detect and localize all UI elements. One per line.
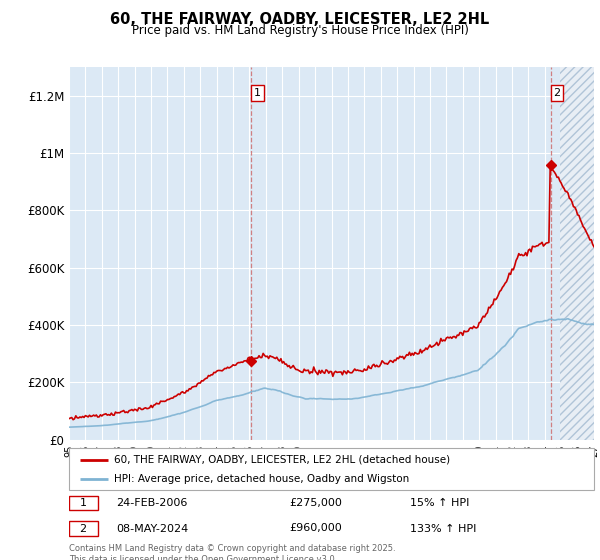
Text: £275,000: £275,000 bbox=[290, 498, 343, 508]
Text: 15% ↑ HPI: 15% ↑ HPI bbox=[410, 498, 470, 508]
Text: 133% ↑ HPI: 133% ↑ HPI bbox=[410, 524, 476, 534]
Bar bbox=[69, 521, 98, 535]
Text: HPI: Average price, detached house, Oadby and Wigston: HPI: Average price, detached house, Oadb… bbox=[113, 474, 409, 484]
Text: 24-FEB-2006: 24-FEB-2006 bbox=[116, 498, 188, 508]
Text: 1: 1 bbox=[80, 498, 86, 508]
Text: 08-MAY-2024: 08-MAY-2024 bbox=[116, 524, 188, 534]
Text: 2: 2 bbox=[80, 524, 87, 534]
Text: 60, THE FAIRWAY, OADBY, LEICESTER, LE2 2HL: 60, THE FAIRWAY, OADBY, LEICESTER, LE2 2… bbox=[110, 12, 490, 27]
Text: Contains HM Land Registry data © Crown copyright and database right 2025.
This d: Contains HM Land Registry data © Crown c… bbox=[69, 544, 395, 560]
Text: 1: 1 bbox=[254, 88, 261, 98]
Text: 2: 2 bbox=[553, 88, 560, 98]
Text: £960,000: £960,000 bbox=[290, 524, 342, 534]
Text: 60, THE FAIRWAY, OADBY, LEICESTER, LE2 2HL (detached house): 60, THE FAIRWAY, OADBY, LEICESTER, LE2 2… bbox=[113, 455, 450, 465]
Text: Price paid vs. HM Land Registry's House Price Index (HPI): Price paid vs. HM Land Registry's House … bbox=[131, 24, 469, 38]
Polygon shape bbox=[560, 67, 594, 440]
Bar bbox=[560, 67, 594, 440]
Bar bbox=[69, 496, 98, 510]
